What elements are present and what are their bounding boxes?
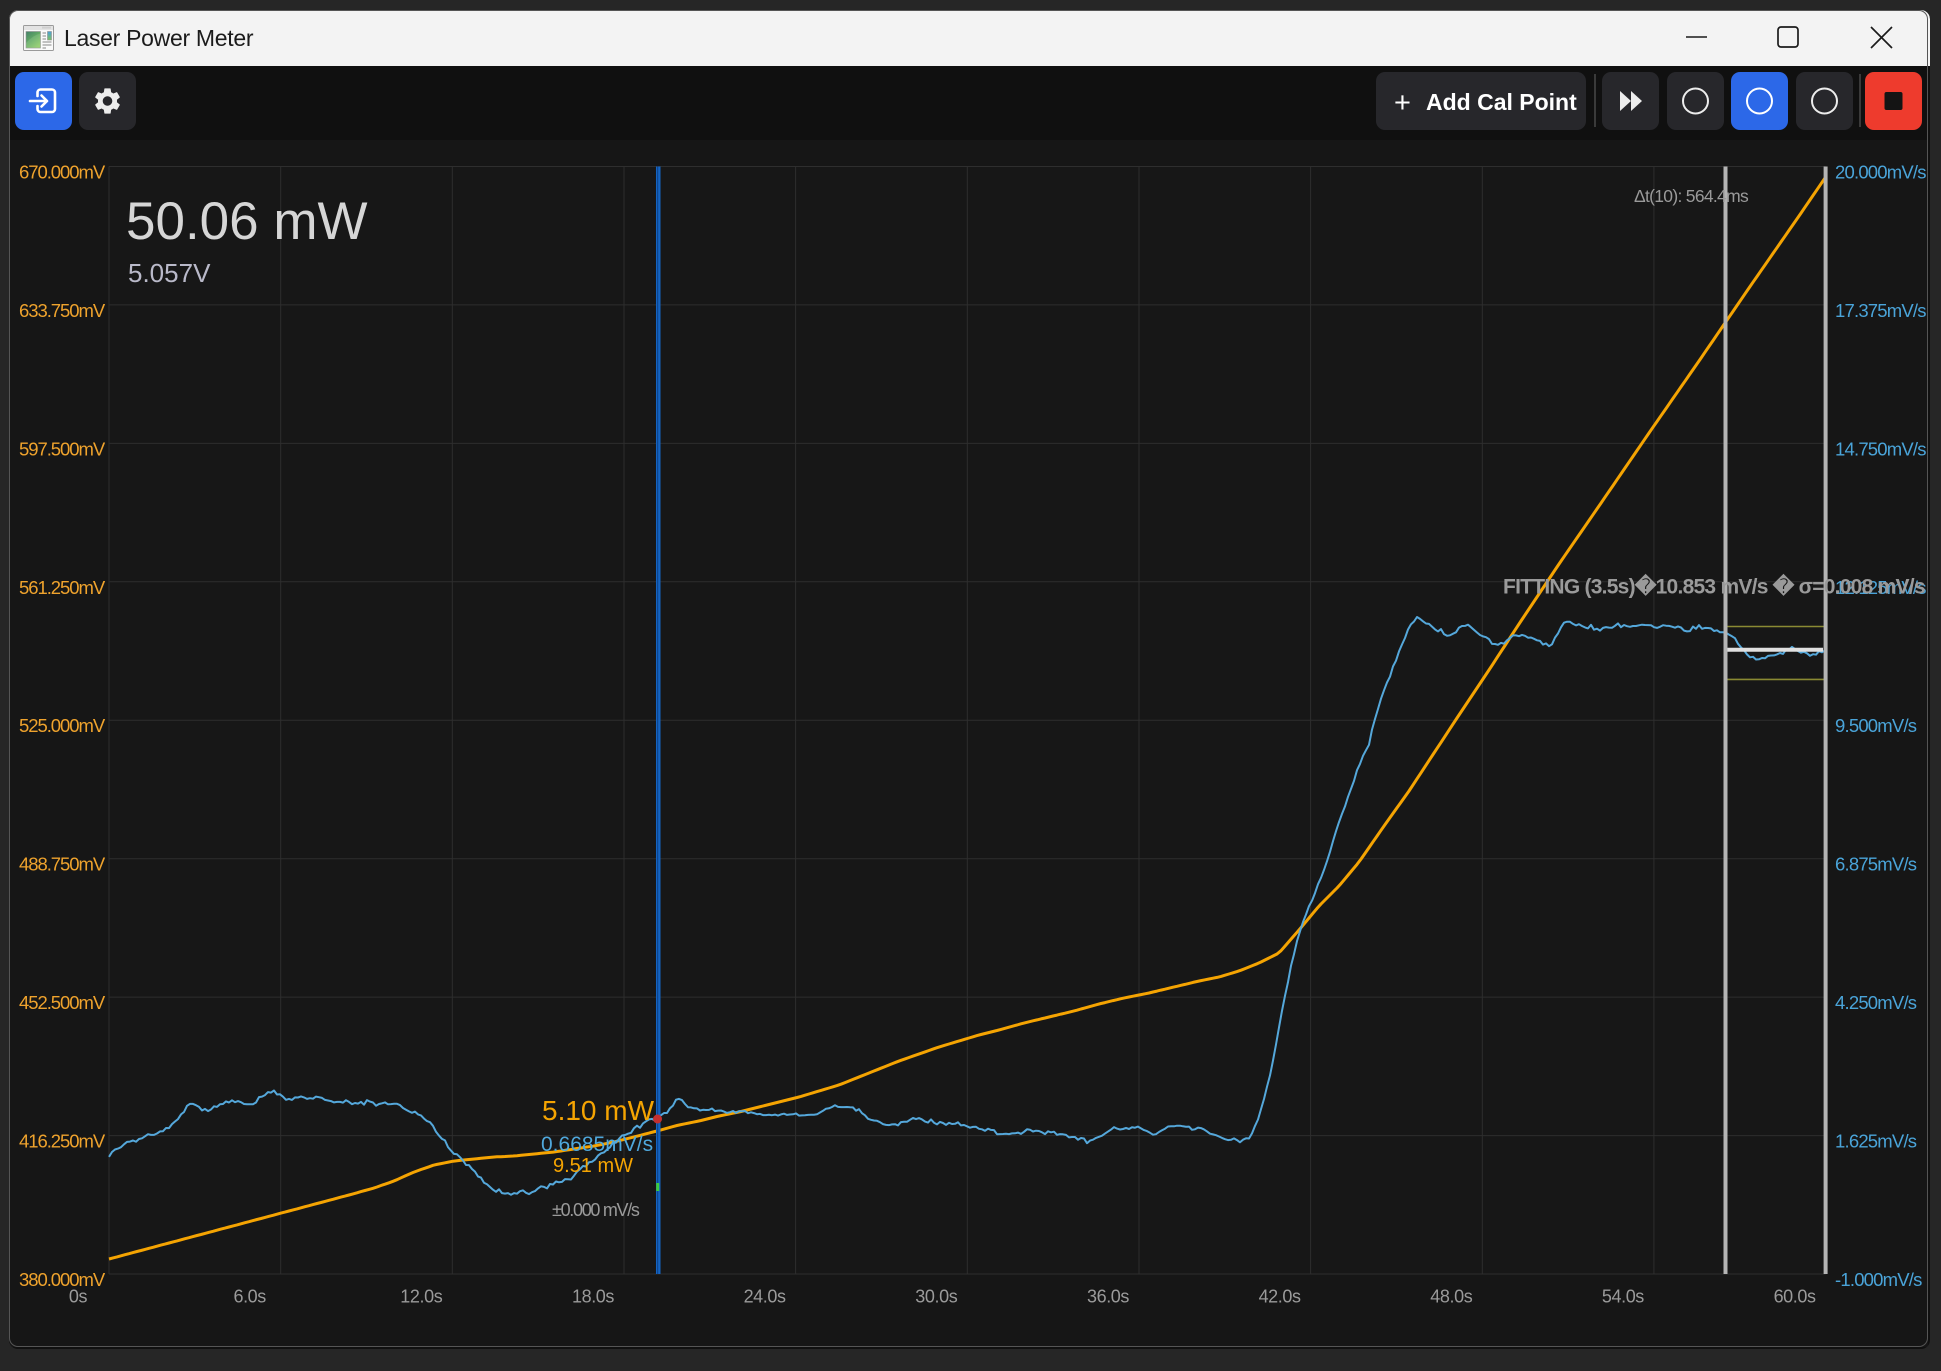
svg-text:50.06 mW: 50.06 mW [126,192,368,251]
svg-text:20.000mV/s: 20.000mV/s [1835,162,1926,183]
svg-text:FITTING (3.5s)�10.853 mV/s �: FITTING (3.5s)�10.853 mV/s � σ=0.008 mV/… [1503,574,1925,599]
svg-text:18.0s: 18.0s [572,1287,614,1307]
svg-text:633.750mV: 633.750mV [19,300,106,321]
svg-text:452.500mV: 452.500mV [19,992,106,1013]
svg-text:5.10 mW: 5.10 mW [542,1095,655,1126]
svg-text:14.750mV/s: 14.750mV/s [1835,438,1926,459]
svg-text:670.000mV: 670.000mV [19,162,106,183]
svg-text:6.875mV/s: 6.875mV/s [1835,854,1917,875]
svg-text:24.0s: 24.0s [744,1287,786,1307]
svg-text:17.375mV/s: 17.375mV/s [1835,300,1926,321]
svg-text:42.0s: 42.0s [1259,1287,1301,1307]
svg-text:525.000mV: 525.000mV [19,715,106,736]
svg-text:6.0s: 6.0s [233,1287,266,1307]
svg-text:488.750mV: 488.750mV [19,854,106,875]
svg-text:380.000mV: 380.000mV [19,1269,106,1290]
svg-text:30.0s: 30.0s [915,1287,957,1307]
svg-text:-1.000mV/s: -1.000mV/s [1835,1269,1922,1290]
svg-text:597.500mV: 597.500mV [19,438,106,459]
svg-text:9.500mV/s: 9.500mV/s [1835,715,1917,736]
svg-text:0.6685mV/s: 0.6685mV/s [541,1133,653,1156]
svg-text:416.250mV: 416.250mV [19,1131,106,1152]
svg-text:Δt(10): 564.4ms: Δt(10): 564.4ms [1634,186,1749,206]
svg-text:9.51 mW: 9.51 mW [553,1155,633,1177]
svg-text:48.0s: 48.0s [1430,1287,1472,1307]
svg-text:561.250mV: 561.250mV [19,577,106,598]
svg-text:4.250mV/s: 4.250mV/s [1835,992,1917,1013]
svg-text:1.625mV/s: 1.625mV/s [1835,1131,1917,1152]
svg-text:0s: 0s [69,1287,88,1307]
svg-text:12.125mV/s: 12.125mV/s [1835,577,1926,598]
svg-text:36.0s: 36.0s [1087,1287,1129,1307]
svg-text:60.0s: 60.0s [1774,1287,1816,1307]
svg-text:±0.000 mV/s: ±0.000 mV/s [552,1200,640,1220]
svg-text:54.0s: 54.0s [1602,1287,1644,1307]
svg-text:5.057V: 5.057V [128,258,211,288]
svg-text:12.0s: 12.0s [400,1287,442,1307]
